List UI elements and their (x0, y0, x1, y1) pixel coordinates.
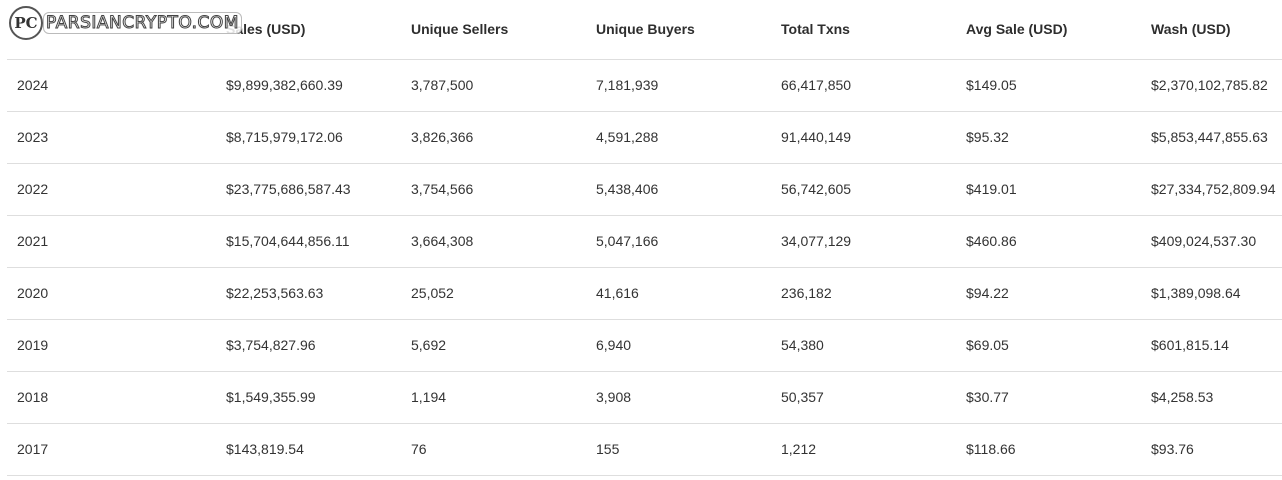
cell-wash: $4,258.53 (1141, 371, 1282, 424)
cell-sales: $3,754,827.96 (216, 319, 401, 372)
cell-wash: $5,853,447,855.63 (1141, 111, 1282, 164)
column-header-unique-sellers: Unique Sellers (401, 0, 586, 60)
cell-wash: $27,334,752,809.94 (1141, 163, 1282, 216)
table-row: 2018 $1,549,355.99 1,194 3,908 50,357 $3… (7, 371, 1282, 424)
cell-year: 2022 (7, 163, 216, 216)
cell-unique-buyers: 4,591,288 (586, 111, 771, 164)
cell-year: 2017 (7, 423, 216, 476)
column-header-avg-sale: Avg Sale (USD) (956, 0, 1141, 60)
cell-total-txns: 56,742,605 (771, 163, 956, 216)
cell-unique-sellers: 76 (401, 423, 586, 476)
cell-unique-sellers: 25,052 (401, 267, 586, 320)
cell-unique-sellers: 3,787,500 (401, 59, 586, 112)
table-row: 2019 $3,754,827.96 5,692 6,940 54,380 $6… (7, 319, 1282, 372)
cell-avg-sale: $419.01 (956, 163, 1141, 216)
column-header-unique-buyers: Unique Buyers (586, 0, 771, 60)
cell-unique-buyers: 5,047,166 (586, 215, 771, 268)
cell-total-txns: 1,212 (771, 423, 956, 476)
cell-unique-buyers: 155 (586, 423, 771, 476)
table-row: 2017 $143,819.54 76 155 1,212 $118.66 $9… (7, 423, 1282, 476)
cell-year: 2021 (7, 215, 216, 268)
cell-sales: $8,715,979,172.06 (216, 111, 401, 164)
cell-wash: $601,815.14 (1141, 319, 1282, 372)
cell-avg-sale: $69.05 (956, 319, 1141, 372)
cell-sales: $143,819.54 (216, 423, 401, 476)
cell-avg-sale: $30.77 (956, 371, 1141, 424)
cell-unique-sellers: 3,826,366 (401, 111, 586, 164)
sales-table-container: Sales (USD) Unique Sellers Unique Buyers… (7, 0, 1282, 476)
column-header-total-txns: Total Txns (771, 0, 956, 60)
cell-avg-sale: $118.66 (956, 423, 1141, 476)
cell-total-txns: 66,417,850 (771, 59, 956, 112)
cell-avg-sale: $94.22 (956, 267, 1141, 320)
cell-unique-sellers: 1,194 (401, 371, 586, 424)
cell-sales: $22,253,563.63 (216, 267, 401, 320)
column-header-wash: Wash (USD) (1141, 0, 1282, 60)
cell-wash: $93.76 (1141, 423, 1282, 476)
cell-sales: $23,775,686,587.43 (216, 163, 401, 216)
cell-avg-sale: $95.32 (956, 111, 1141, 164)
cell-total-txns: 91,440,149 (771, 111, 956, 164)
table-row: 2021 $15,704,644,856.11 3,664,308 5,047,… (7, 215, 1282, 268)
cell-avg-sale: $460.86 (956, 215, 1141, 268)
cell-year: 2019 (7, 319, 216, 372)
cell-total-txns: 54,380 (771, 319, 956, 372)
column-header-year (7, 0, 216, 60)
cell-avg-sale: $149.05 (956, 59, 1141, 112)
cell-wash: $2,370,102,785.82 (1141, 59, 1282, 112)
cell-unique-buyers: 3,908 (586, 371, 771, 424)
sales-by-year-table: Sales (USD) Unique Sellers Unique Buyers… (7, 0, 1282, 476)
cell-total-txns: 50,357 (771, 371, 956, 424)
cell-year: 2023 (7, 111, 216, 164)
cell-sales: $1,549,355.99 (216, 371, 401, 424)
cell-year: 2018 (7, 371, 216, 424)
table-header-row: Sales (USD) Unique Sellers Unique Buyers… (7, 0, 1282, 60)
cell-wash: $409,024,537.30 (1141, 215, 1282, 268)
cell-unique-buyers: 5,438,406 (586, 163, 771, 216)
cell-unique-buyers: 6,940 (586, 319, 771, 372)
column-header-sales: Sales (USD) (216, 0, 401, 60)
cell-sales: $15,704,644,856.11 (216, 215, 401, 268)
cell-total-txns: 236,182 (771, 267, 956, 320)
cell-unique-sellers: 3,664,308 (401, 215, 586, 268)
cell-unique-sellers: 5,692 (401, 319, 586, 372)
cell-year: 2020 (7, 267, 216, 320)
cell-sales: $9,899,382,660.39 (216, 59, 401, 112)
cell-wash: $1,389,098.64 (1141, 267, 1282, 320)
cell-total-txns: 34,077,129 (771, 215, 956, 268)
table-row: 2022 $23,775,686,587.43 3,754,566 5,438,… (7, 163, 1282, 216)
table-row: 2020 $22,253,563.63 25,052 41,616 236,18… (7, 267, 1282, 320)
cell-unique-buyers: 7,181,939 (586, 59, 771, 112)
cell-unique-buyers: 41,616 (586, 267, 771, 320)
table-row: 2024 $9,899,382,660.39 3,787,500 7,181,9… (7, 59, 1282, 112)
table-row: 2023 $8,715,979,172.06 3,826,366 4,591,2… (7, 111, 1282, 164)
cell-unique-sellers: 3,754,566 (401, 163, 586, 216)
cell-year: 2024 (7, 59, 216, 112)
